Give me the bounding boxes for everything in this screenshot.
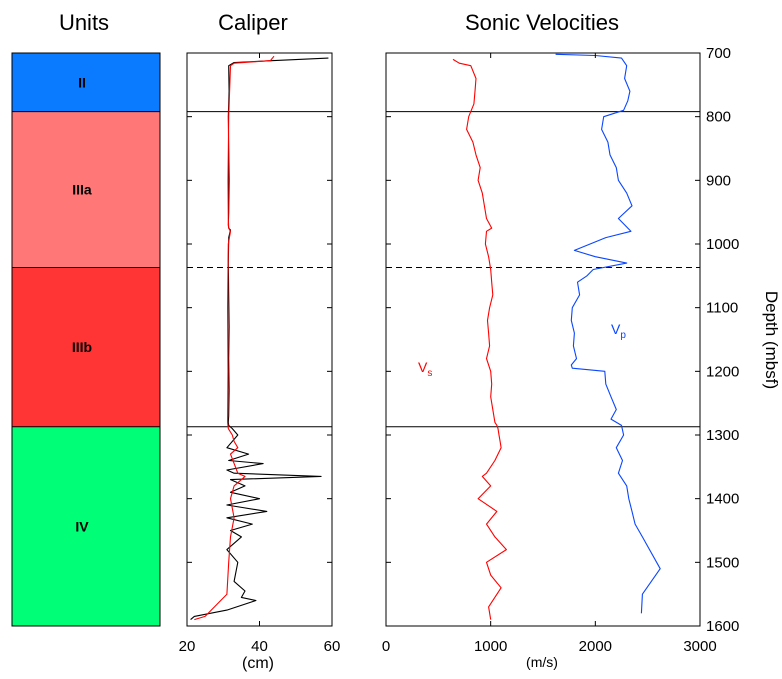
sonic-ytick-label-6: 1300 — [706, 427, 739, 444]
sonic-ytick-label-0: 700 — [706, 45, 731, 62]
units-title: Units — [59, 10, 109, 35]
unit-label-1: IIIa — [72, 182, 92, 198]
caliper-frame — [186, 52, 333, 627]
vs-label-main: V — [418, 359, 428, 375]
vs-label: Vs — [418, 359, 432, 379]
caliper-xtick-label-1: 40 — [251, 638, 268, 655]
caliper-xtick-label-2: 60 — [324, 638, 341, 655]
sonic-ytick-label-4: 1100 — [706, 300, 738, 317]
caliper-title: Caliper — [218, 10, 288, 35]
vp-label: Vp — [611, 321, 626, 341]
sonic-xtick-label-3: 3000 — [683, 638, 716, 655]
sonic-ytick-label-1: 800 — [706, 109, 731, 126]
unit-block-1 — [12, 111, 160, 268]
unit-block-2 — [12, 267, 160, 427]
sonic-ytick-label-7: 1400 — [706, 491, 739, 508]
vp-label-sub: p — [620, 330, 626, 341]
vp-label-main: V — [611, 321, 621, 337]
sonic-xtick-label-0: 0 — [382, 638, 390, 655]
unit-block-3 — [12, 426, 160, 626]
sonic-xtick-label-2: 2000 — [579, 638, 612, 655]
caliper-xtick-label-0: 20 — [179, 638, 196, 655]
unit-label-3: IV — [75, 518, 89, 534]
sonic-series-1 — [555, 53, 661, 614]
unit-label-2: IIIb — [72, 339, 92, 355]
caliper-xlabel: (cm) — [242, 655, 274, 672]
caliper-series-0 — [190, 57, 329, 621]
sonic-panel: 0 1000 2000 3000 700 800 900 1000 1100 1200 1300 14… — [382, 45, 740, 655]
sonic-xlabel: (m/s) — [526, 654, 558, 670]
caliper-series-1 — [194, 55, 275, 621]
sonic-frame — [385, 52, 701, 627]
sonic-ytick-label-8: 1500 — [706, 554, 739, 571]
caliper-panel: 20 40 60 — [179, 52, 341, 655]
units-panel: II IIIa IIIb IV — [11, 52, 161, 627]
sonic-xtick-label-1: 1000 — [474, 638, 507, 655]
sonic-ytick-label-9: 1600 — [706, 618, 739, 635]
unit-label-0: II — [78, 74, 86, 90]
sonic-series-0 — [452, 58, 507, 620]
sonic-ytick-label-5: 1200 — [706, 363, 739, 380]
sonic-title: Sonic Velocities — [465, 10, 619, 35]
vs-label-sub: s — [427, 368, 432, 379]
sonic-ytick-label-3: 1000 — [706, 236, 739, 253]
sonic-ytick-label-2: 900 — [706, 172, 731, 189]
depth-axis-label: Depth (mbsf) — [762, 291, 781, 389]
unit-block-0 — [12, 53, 160, 112]
units-frame — [11, 52, 161, 627]
